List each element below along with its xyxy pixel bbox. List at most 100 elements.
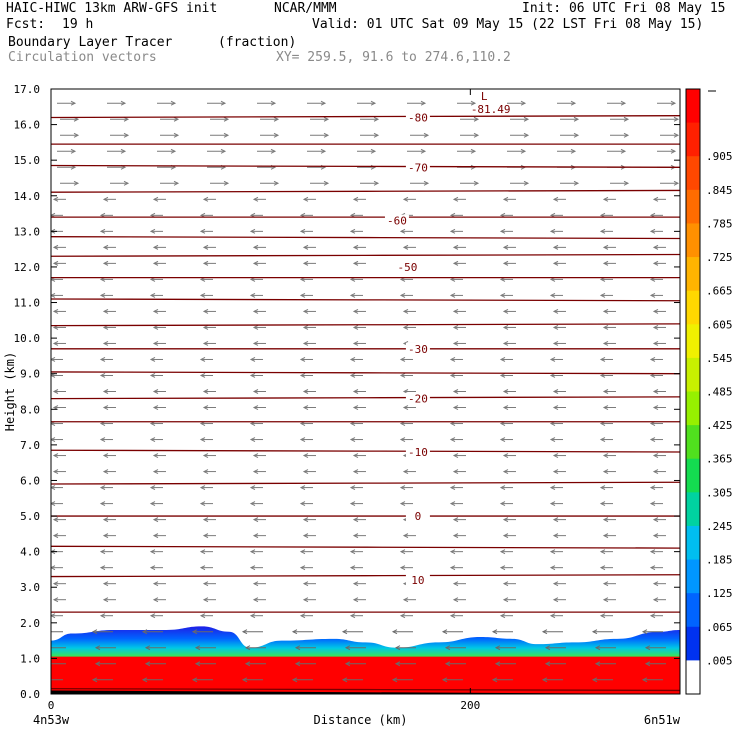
wind-vector-head bbox=[591, 629, 598, 635]
wind-vector-head bbox=[52, 260, 59, 266]
wind-vector-head bbox=[202, 469, 209, 475]
wind-vector-head bbox=[370, 148, 377, 154]
wind-vector-head bbox=[51, 501, 56, 507]
wind-vector-head bbox=[144, 661, 151, 667]
wind-vector-head bbox=[499, 549, 506, 555]
wind-vector-head bbox=[391, 629, 398, 635]
wind-vector-head bbox=[199, 565, 206, 571]
wind-vector-head bbox=[249, 292, 256, 298]
wind-vector-head bbox=[499, 565, 506, 571]
wind-vector-head bbox=[673, 116, 680, 122]
y-tick-label: 17.0 bbox=[14, 83, 41, 96]
wind-vector-head bbox=[499, 437, 506, 442]
wind-vector-head bbox=[302, 597, 309, 603]
y-tick-label: 10.0 bbox=[14, 332, 41, 345]
wind-vector-head bbox=[602, 469, 609, 475]
wind-vector-head bbox=[149, 501, 156, 507]
wind-vector-head bbox=[652, 453, 659, 459]
wind-vector-head bbox=[120, 148, 127, 154]
wind-vector-head bbox=[444, 645, 451, 651]
y-tick-label: 8.0 bbox=[20, 403, 40, 416]
contour-label-bg bbox=[405, 574, 430, 587]
wind-vector-head bbox=[299, 292, 306, 298]
wind-vector-head bbox=[544, 645, 551, 651]
wind-vector-head bbox=[223, 116, 230, 122]
colorbar-swatch bbox=[686, 357, 700, 392]
wind-vector-head bbox=[52, 469, 59, 475]
wind-vector-head bbox=[552, 405, 559, 410]
wind-vector-head bbox=[652, 244, 659, 250]
wind-vector-head bbox=[349, 565, 356, 571]
wind-vector-head bbox=[552, 389, 559, 394]
wind-vector-head bbox=[73, 180, 80, 186]
header-title: HAIC-HIWC 13km ARW-GFS init bbox=[6, 1, 218, 16]
wind-vector-head bbox=[291, 677, 298, 683]
wind-vector-head bbox=[402, 244, 409, 250]
wind-vector-head bbox=[452, 581, 459, 587]
wind-vector-head bbox=[223, 180, 230, 186]
wind-vector-head bbox=[102, 517, 109, 523]
wind-vector-head bbox=[449, 357, 456, 362]
wind-vector-head bbox=[552, 324, 559, 330]
wind-vector-head bbox=[202, 341, 209, 346]
wind-vector-head bbox=[302, 517, 309, 523]
wind-vector-head bbox=[452, 196, 459, 202]
wind-vector-head bbox=[452, 469, 459, 475]
wind-vector-head bbox=[223, 132, 230, 138]
wind-vector-head bbox=[120, 100, 127, 106]
wind-vector-head bbox=[594, 645, 601, 651]
wind-vector-head bbox=[52, 308, 59, 314]
wind-vector-head bbox=[302, 533, 309, 539]
wind-vector-head bbox=[402, 597, 409, 603]
wind-vector-head bbox=[552, 581, 559, 587]
wind-vector-head bbox=[202, 517, 209, 523]
wind-vector-head bbox=[352, 244, 359, 250]
wind-vector-head bbox=[523, 180, 530, 186]
wind-vector-head bbox=[141, 677, 148, 683]
contour-label: 10 bbox=[411, 574, 424, 587]
wind-vector-head bbox=[252, 341, 259, 346]
wind-vector-head bbox=[320, 148, 327, 154]
wind-vector-head bbox=[399, 373, 406, 378]
wind-vector-head bbox=[449, 565, 456, 571]
wind-vector-head bbox=[399, 565, 406, 571]
wind-vector-head bbox=[549, 292, 556, 298]
colorbar-swatch bbox=[686, 257, 700, 292]
wind-vector-head bbox=[491, 677, 498, 683]
wind-vector-head bbox=[499, 485, 506, 491]
wind-vector-head bbox=[552, 533, 559, 539]
wind-vector-head bbox=[51, 549, 56, 555]
wind-vector-head bbox=[499, 228, 506, 234]
wind-vector-head bbox=[502, 517, 509, 523]
wind-vector-head bbox=[502, 453, 509, 459]
wind-vector-head bbox=[352, 533, 359, 539]
wind-vector-head bbox=[352, 341, 359, 346]
wind-vector-head bbox=[449, 613, 456, 619]
wind-vector-head bbox=[599, 228, 606, 234]
wind-vector-head bbox=[352, 389, 359, 394]
wind-vector-head bbox=[452, 533, 459, 539]
wind-vector-head bbox=[552, 196, 559, 202]
wind-vector-head bbox=[623, 116, 630, 122]
wind-vector-head bbox=[599, 485, 606, 491]
colorbar-label: .665 bbox=[706, 285, 733, 298]
wind-vector-head bbox=[420, 100, 427, 106]
wind-vector-head bbox=[620, 148, 627, 154]
wind-vector-head bbox=[199, 357, 206, 362]
wind-vector-head bbox=[399, 549, 406, 555]
wind-vector-head bbox=[399, 357, 406, 362]
wind-vector-head bbox=[352, 597, 359, 603]
wind-vector-head bbox=[102, 469, 109, 475]
wind-vector-head bbox=[273, 116, 280, 122]
wind-vector-head bbox=[123, 116, 130, 122]
wind-vector-head bbox=[602, 196, 609, 202]
wind-vector-head bbox=[399, 292, 406, 298]
wind-vector-head bbox=[199, 373, 206, 378]
wind-vector-head bbox=[152, 308, 159, 314]
colorbar-swatch bbox=[686, 660, 700, 695]
wind-vector-head bbox=[123, 132, 130, 138]
wind-vector-head bbox=[599, 549, 606, 555]
wind-vector-head bbox=[541, 677, 548, 683]
wind-vector-head bbox=[352, 581, 359, 587]
wind-vector-head bbox=[423, 180, 430, 186]
